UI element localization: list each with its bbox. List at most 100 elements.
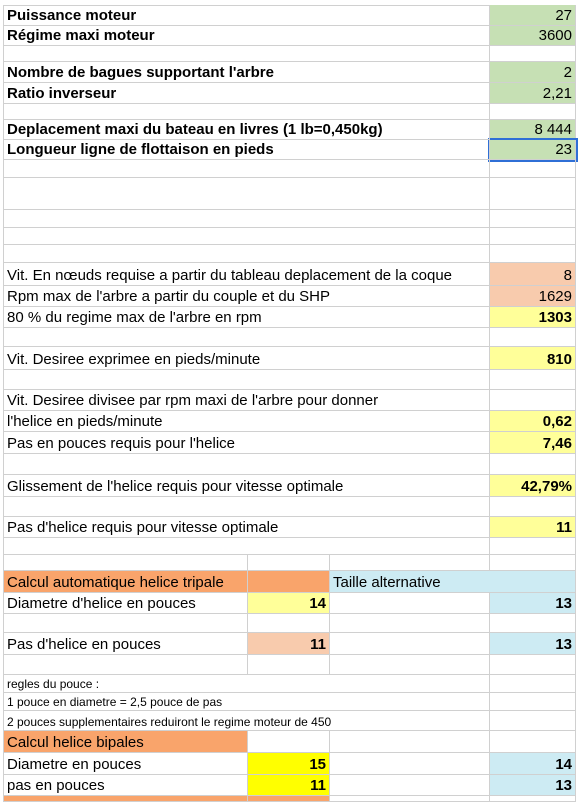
cell[interactable] <box>3 555 248 571</box>
cell[interactable] <box>330 753 490 775</box>
cell[interactable] <box>330 775 490 796</box>
cell[interactable] <box>490 104 576 120</box>
cell[interactable]: 1303 <box>490 307 576 328</box>
cell[interactable] <box>3 655 248 675</box>
cell[interactable] <box>490 454 576 475</box>
cell[interactable] <box>3 46 490 62</box>
cell[interactable] <box>248 555 330 571</box>
cell[interactable] <box>330 555 490 571</box>
cell[interactable]: regles du pouce : <box>3 675 490 693</box>
cell[interactable] <box>330 633 490 655</box>
cell[interactable]: Vit. En nœuds requise a partir du tablea… <box>3 263 490 286</box>
cell[interactable] <box>490 555 576 571</box>
cell[interactable]: 27 <box>490 5 576 26</box>
cell[interactable]: 13 <box>490 633 576 655</box>
cell[interactable]: 8 <box>490 263 576 286</box>
cell[interactable] <box>490 46 576 62</box>
cell[interactable] <box>248 571 330 593</box>
cell[interactable]: 14 <box>490 753 576 775</box>
cell[interactable] <box>3 160 490 178</box>
cell[interactable] <box>490 655 576 675</box>
cell[interactable]: Taille alternative <box>330 571 576 593</box>
cell[interactable]: Glissement de l'helice requis pour vites… <box>3 475 490 497</box>
cell[interactable]: Diametre d'helice en pouces <box>3 593 248 614</box>
cell[interactable] <box>248 614 330 633</box>
cell[interactable]: 11 <box>248 775 330 796</box>
cell[interactable] <box>490 675 576 693</box>
cell[interactable] <box>490 497 576 517</box>
cell[interactable] <box>490 245 576 263</box>
cell[interactable]: 2 pouces supplementaires reduiront le re… <box>3 711 490 731</box>
cell[interactable]: 1629 <box>490 286 576 307</box>
cell[interactable]: 8 444 <box>490 120 576 140</box>
cell[interactable]: 23 <box>488 138 578 162</box>
cell[interactable] <box>3 228 490 245</box>
cell[interactable] <box>3 454 490 475</box>
cell[interactable] <box>330 655 490 675</box>
cell[interactable]: l'helice en pieds/minute <box>3 411 490 432</box>
cell[interactable] <box>490 178 576 210</box>
cell[interactable]: 810 <box>490 347 576 370</box>
cell[interactable]: pas en pouces <box>3 775 248 796</box>
cell[interactable] <box>3 538 490 555</box>
cell[interactable]: 3600 <box>490 26 576 46</box>
cell[interactable] <box>3 370 490 390</box>
cell[interactable]: 80 % du regime max de l'arbre en rpm <box>3 307 490 328</box>
cell[interactable]: Régime maxi moteur <box>3 26 490 46</box>
cell[interactable] <box>3 497 490 517</box>
cell[interactable]: 13 <box>490 593 576 614</box>
cell[interactable]: Ratio inverseur <box>3 83 490 104</box>
cell[interactable] <box>3 796 248 802</box>
cell[interactable]: 42,79% <box>490 475 576 497</box>
cell[interactable]: 11 <box>490 517 576 538</box>
cell[interactable] <box>490 210 576 228</box>
cell[interactable]: Calcul helice bipales <box>3 731 248 753</box>
cell[interactable]: Calcul automatique helice tripale <box>3 571 248 593</box>
cell[interactable]: Nombre de bagues supportant l'arbre <box>3 62 490 83</box>
cell[interactable] <box>490 711 576 731</box>
cell[interactable] <box>3 104 490 120</box>
cell[interactable] <box>490 328 576 347</box>
cell[interactable]: 11 <box>248 633 330 655</box>
cell[interactable] <box>248 655 330 675</box>
cell[interactable] <box>248 731 330 753</box>
cell[interactable] <box>490 693 576 711</box>
cell[interactable] <box>3 178 490 210</box>
cell[interactable] <box>330 796 490 802</box>
cell[interactable]: 15 <box>248 753 330 775</box>
cell[interactable]: Diametre en pouces <box>3 753 248 775</box>
cell[interactable] <box>330 614 490 633</box>
cell[interactable] <box>3 245 490 263</box>
cell[interactable]: Deplacement maxi du bateau en livres (1 … <box>3 120 490 140</box>
cell[interactable] <box>3 614 248 633</box>
cell[interactable] <box>490 731 576 753</box>
cell[interactable] <box>490 370 576 390</box>
cell[interactable] <box>490 228 576 245</box>
cell[interactable]: 2 <box>490 62 576 83</box>
cell[interactable]: Pas d'helice en pouces <box>3 633 248 655</box>
cell[interactable]: Pas en pouces requis pour l'helice <box>3 432 490 454</box>
cell[interactable] <box>490 160 576 178</box>
cell[interactable]: Vit. Desiree divisee par rpm maxi de l'a… <box>3 390 490 411</box>
cell[interactable]: Longueur ligne de flottaison en pieds <box>3 140 490 160</box>
cell[interactable]: Rpm max de l'arbre a partir du couple et… <box>3 286 490 307</box>
cell[interactable]: 0,62 <box>490 411 576 432</box>
cell[interactable]: 7,46 <box>490 432 576 454</box>
cell[interactable] <box>330 593 490 614</box>
cell-text: 7,46 <box>542 435 572 452</box>
cell[interactable]: 14 <box>248 593 330 614</box>
cell[interactable]: Pas d'helice requis pour vitesse optimal… <box>3 517 490 538</box>
cell[interactable] <box>490 796 576 802</box>
cell[interactable] <box>490 614 576 633</box>
cell[interactable] <box>490 390 576 411</box>
cell[interactable]: Vit. Desiree exprimee en pieds/minute <box>3 347 490 370</box>
cell[interactable] <box>248 796 330 802</box>
cell[interactable]: 13 <box>490 775 576 796</box>
cell[interactable] <box>330 731 490 753</box>
cell[interactable] <box>490 538 576 555</box>
cell[interactable] <box>3 210 490 228</box>
cell[interactable]: 2,21 <box>490 83 576 104</box>
cell[interactable]: 1 pouce en diametre = 2,5 pouce de pas <box>3 693 490 711</box>
cell[interactable]: Puissance moteur <box>3 5 490 26</box>
cell[interactable] <box>3 328 490 347</box>
